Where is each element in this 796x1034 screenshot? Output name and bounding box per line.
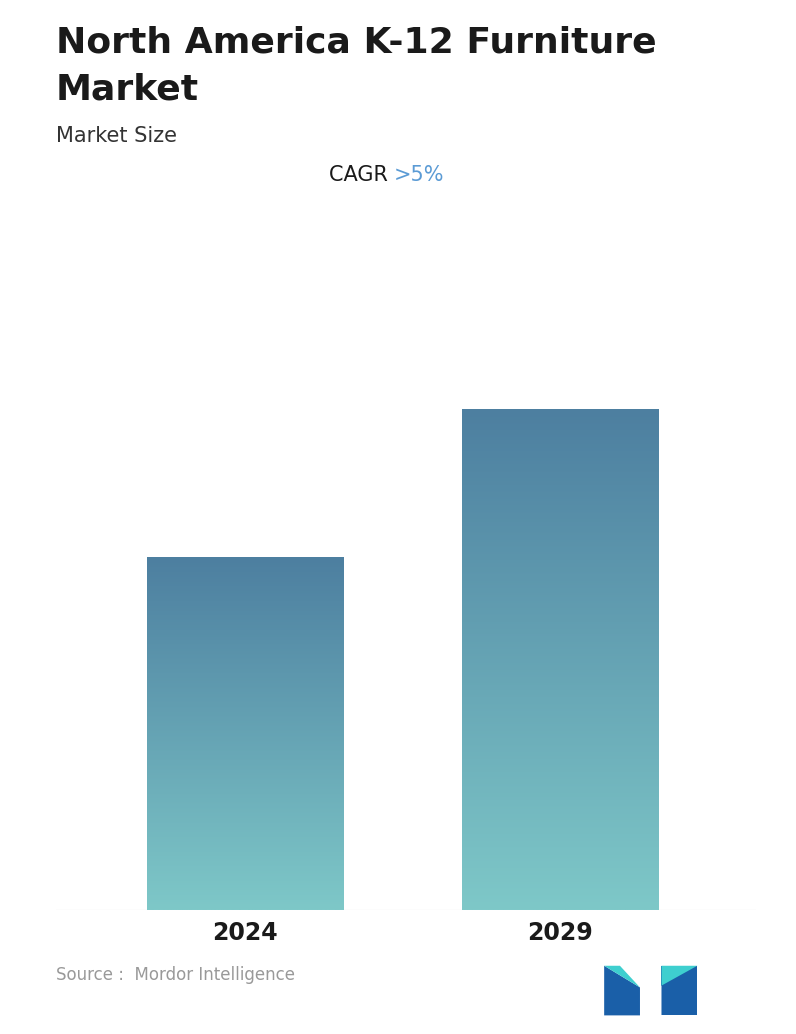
Text: Market: Market — [56, 72, 199, 107]
Text: CAGR: CAGR — [329, 165, 394, 185]
Text: North America K-12 Furniture: North America K-12 Furniture — [56, 26, 657, 60]
Text: Source :  Mordor Intelligence: Source : Mordor Intelligence — [56, 967, 295, 984]
Text: Market Size: Market Size — [56, 126, 177, 146]
Polygon shape — [661, 966, 697, 1015]
Polygon shape — [604, 966, 640, 1015]
Text: >5%: >5% — [394, 165, 444, 185]
Polygon shape — [640, 985, 661, 1015]
Polygon shape — [604, 966, 640, 987]
Polygon shape — [661, 966, 697, 985]
